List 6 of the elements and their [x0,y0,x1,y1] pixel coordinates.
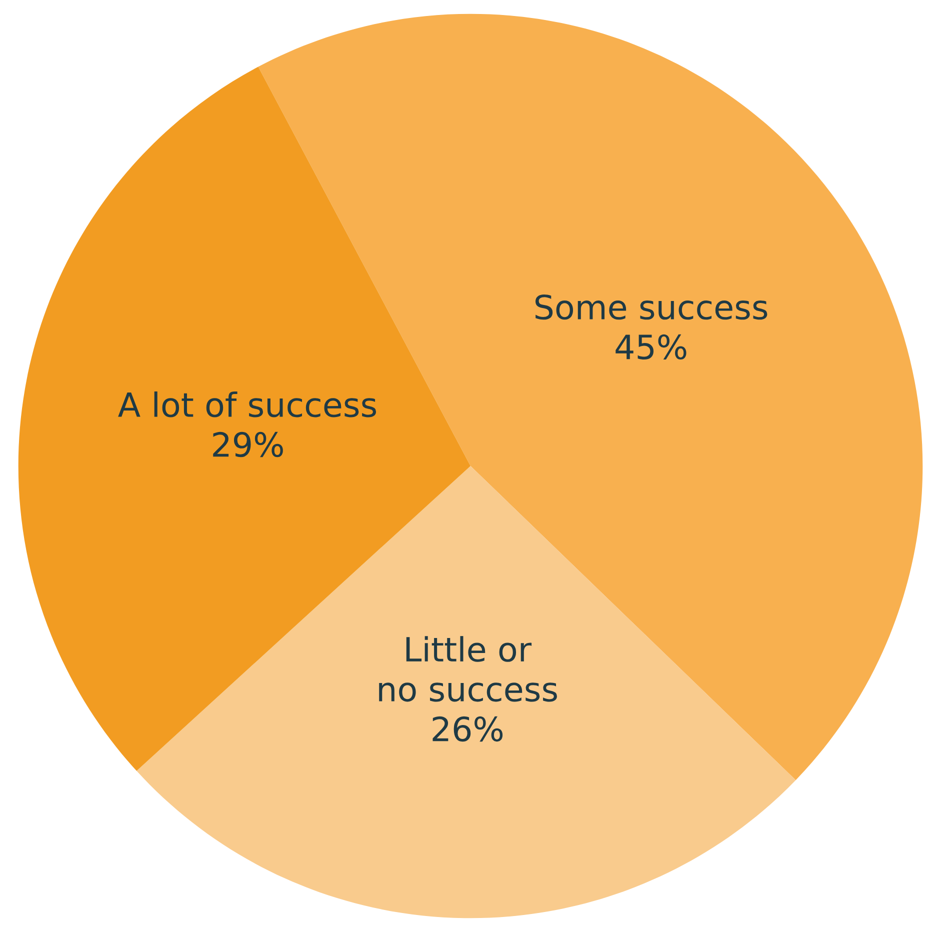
slice-label: Little or no success [379,636,557,702]
slice-label: Some success [535,294,768,320]
data-label: 26% [432,716,503,742]
data-label: 45% [616,334,686,360]
slice-label: A lot of success [118,391,376,418]
data-label: 29% [213,432,283,458]
